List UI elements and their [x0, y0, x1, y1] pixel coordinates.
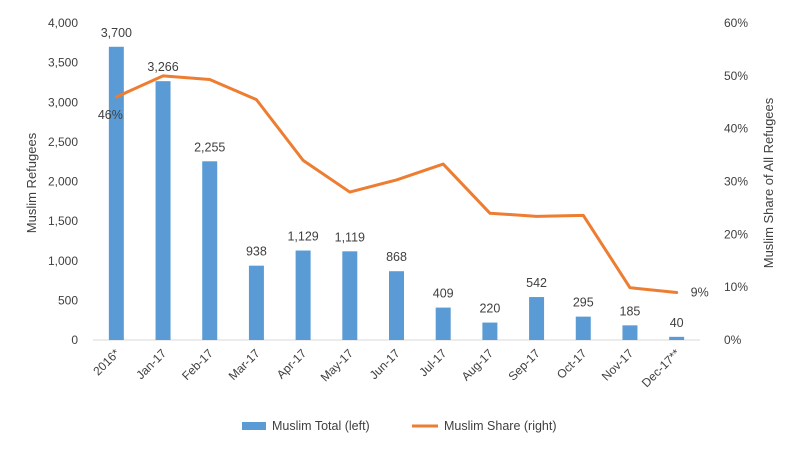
x-tick: Feb-17: [179, 346, 216, 383]
bar-data-label: 295: [573, 296, 594, 310]
y-axis-title-right: Muslim Share of All Refugees: [761, 97, 776, 268]
y-tick-left: 500: [58, 293, 78, 307]
x-tick: Dec-17**: [639, 346, 683, 390]
line-muslim-share: [114, 74, 679, 294]
bar-mar-17: [248, 265, 264, 340]
bar-may-17: [342, 251, 358, 340]
bar-2016: [108, 46, 124, 341]
bar-nov-17: [622, 325, 638, 340]
line-data-label: 9%: [691, 285, 709, 299]
y-tick-right: 30%: [724, 175, 748, 189]
legend: Muslim Total (left) Muslim Share (right): [242, 419, 557, 433]
y-tick-left: 4,000: [48, 16, 78, 30]
x-tick: May-17: [318, 346, 356, 384]
legend-label-muslim-total: Muslim Total (left): [272, 419, 370, 433]
x-tick: Jun-17: [367, 346, 403, 382]
bar-data-label: 3,266: [147, 60, 178, 74]
y-tick-right: 0%: [724, 333, 742, 347]
bar-data-label: 938: [246, 245, 267, 259]
bar-jul-17: [435, 307, 451, 340]
bar-data-label: 185: [620, 304, 641, 318]
x-tick: Mar-17: [226, 346, 263, 383]
bar-data-label: 542: [526, 276, 547, 290]
bar-feb-17: [202, 161, 218, 340]
y-tick-left: 3,500: [48, 56, 78, 70]
x-tick: 2016*: [90, 346, 122, 378]
bar-dec-17: [669, 336, 685, 340]
y-tick-left: 2,500: [48, 135, 78, 149]
y-tick-right: 50%: [724, 69, 748, 83]
line-data-label: 46%: [98, 108, 123, 122]
bar-jun-17: [389, 271, 404, 340]
y-tick-left: 1,500: [48, 214, 78, 228]
bar-data-label: 2,255: [194, 140, 225, 154]
y-tick-left: 1,000: [48, 254, 78, 268]
bar-sep-17: [529, 297, 545, 340]
x-tick: Apr-17: [274, 346, 310, 382]
x-tick: Jan-17: [133, 346, 169, 382]
x-tick: Nov-17: [599, 346, 636, 383]
y-tick-right: 10%: [724, 280, 748, 294]
y-tick-left: 3,000: [48, 95, 78, 109]
y-tick-left: 2,000: [48, 175, 78, 189]
y-tick-right: 40%: [724, 122, 748, 136]
bar-jan-17: [155, 81, 171, 341]
x-tick: Oct-17: [554, 346, 590, 382]
x-tick: Jul-17: [416, 346, 449, 379]
legend-swatch-bar: [242, 422, 266, 430]
bar-aug-17: [482, 322, 498, 340]
legend-label-muslim-share: Muslim Share (right): [444, 419, 557, 433]
y-tick-right: 60%: [724, 16, 748, 30]
bar-data-label: 1,129: [287, 230, 318, 244]
y-tick-left: 0: [71, 333, 78, 347]
y-tick-right: 20%: [724, 227, 748, 241]
y-axis-title-left: Muslim Refugees: [24, 132, 39, 233]
bar-data-label: 409: [433, 287, 454, 301]
bar-oct-17: [575, 316, 591, 340]
x-tick: Aug-17: [459, 346, 496, 383]
bar-data-label: 40: [670, 316, 684, 330]
bar-apr-17: [295, 250, 311, 340]
bar-data-label: 220: [479, 302, 500, 316]
bar-data-label: 1,119: [335, 230, 365, 244]
bar-data-label: 868: [386, 250, 407, 264]
bar-data-label: 3,700: [101, 26, 132, 40]
x-tick: Sep-17: [505, 346, 542, 383]
